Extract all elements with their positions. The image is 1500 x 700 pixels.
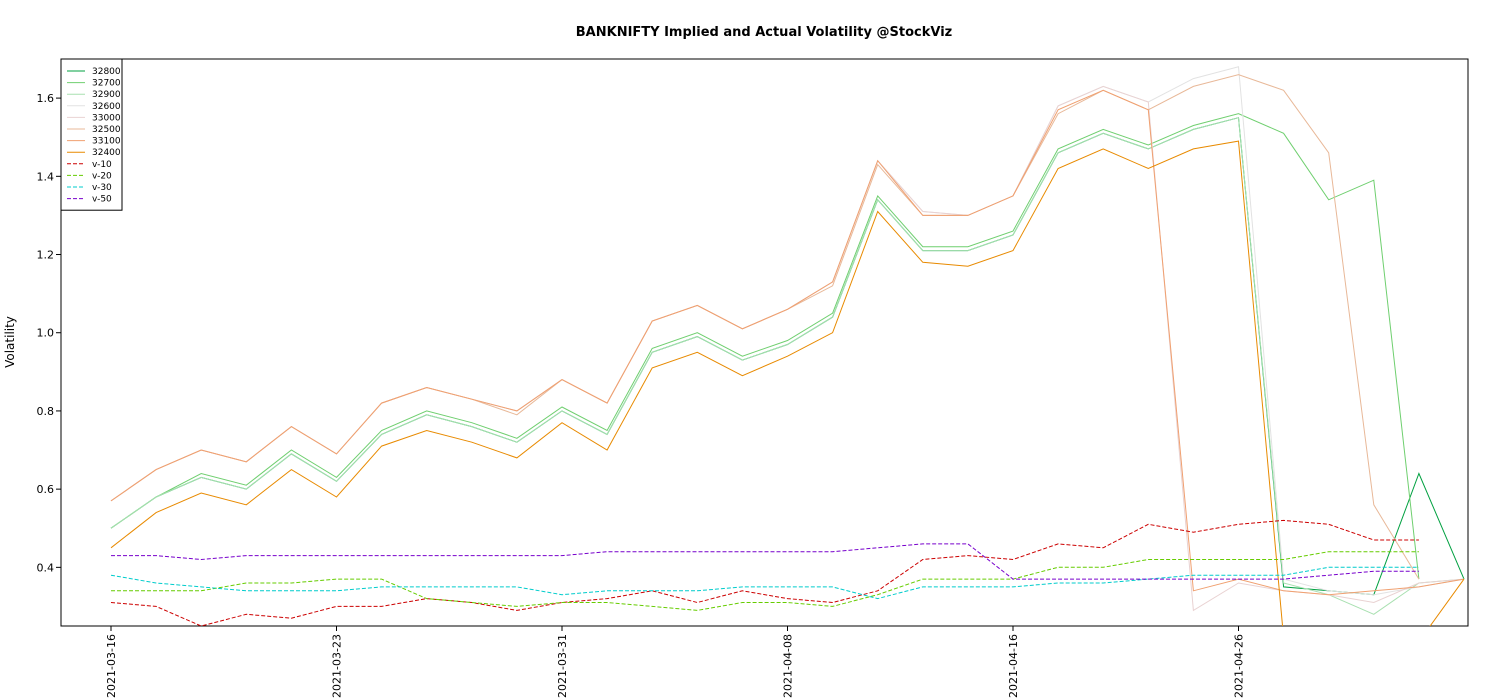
- legend-label-33000: 33000: [92, 113, 121, 123]
- x-tick-label: 2021-04-08: [782, 634, 795, 698]
- x-tick-label: 2021-04-26: [1233, 634, 1246, 698]
- y-tick-label: 1.2: [37, 249, 55, 262]
- legend-label-33100: 33100: [92, 137, 121, 147]
- x-tick-label: 2021-03-16: [105, 634, 118, 698]
- y-axis: 0.4 0.6 0.8 1.0 1.2 1.4 1.6: [37, 92, 61, 574]
- legend-label-v-50: v-50: [92, 195, 112, 205]
- series-line-v-50: [111, 543, 1419, 580]
- legend-label-32400: 32400: [92, 148, 121, 158]
- y-axis-label: Volatility: [3, 316, 17, 368]
- plot-area-frame: [60, 58, 1469, 627]
- legend-label-v-10: v-10: [92, 160, 112, 170]
- x-tick-label: 2021-03-23: [331, 634, 344, 698]
- legend-label-v-20: v-20: [92, 171, 112, 181]
- legend-label-32600: 32600: [92, 102, 121, 112]
- y-tick-label: 0.8: [37, 405, 55, 418]
- series-line-32900: [110, 117, 1465, 615]
- x-tick-label: 2021-04-16: [1007, 634, 1020, 698]
- legend-label-32800: 32800: [92, 67, 121, 77]
- series-line-32600: [110, 66, 1465, 596]
- x-tick-label: 2021-03-31: [556, 634, 569, 698]
- series-line-32400: [110, 140, 1465, 626]
- y-tick-label: 0.4: [37, 561, 55, 574]
- legend-label-32700: 32700: [92, 79, 121, 89]
- y-tick-label: 1.4: [37, 170, 55, 183]
- x-axis: 2021-03-16 2021-03-23 2021-03-31 2021-04-08…: [105, 626, 1246, 698]
- legend-label-32500: 32500: [92, 125, 121, 135]
- series-line-32700: [110, 113, 1420, 580]
- y-tick-label: 0.6: [37, 483, 55, 496]
- legend-label-32900: 32900: [92, 90, 121, 100]
- series-line-32500: [110, 74, 1420, 580]
- y-tick-label: 1.0: [37, 327, 55, 340]
- legend-box: [60, 58, 123, 211]
- series-line-33100: [110, 89, 1465, 596]
- series-layer: [110, 66, 1465, 626]
- legend-label-v-30: v-30: [92, 183, 112, 193]
- series-line-v-10: [110, 519, 1419, 626]
- y-tick-label: 1.6: [37, 92, 55, 105]
- series-line-v-20: [111, 551, 1419, 611]
- series-line-v-30: [110, 566, 1419, 600]
- chart-title: BANKNIFTY Implied and Actual Volatility …: [576, 25, 952, 40]
